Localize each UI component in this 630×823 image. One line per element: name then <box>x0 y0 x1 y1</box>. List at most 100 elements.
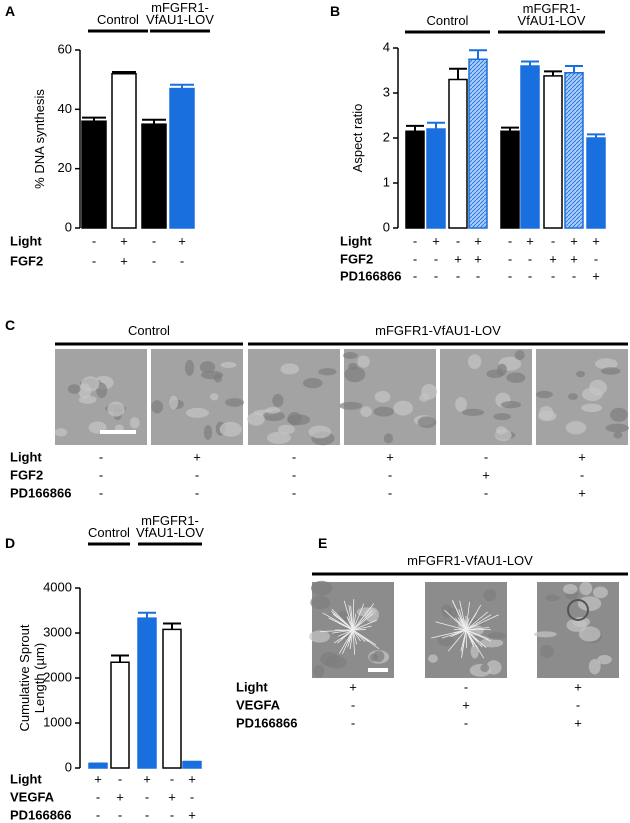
condition-mark: - <box>576 697 580 712</box>
cell <box>600 367 621 375</box>
condition-mark: - <box>580 467 584 482</box>
condition-mark: + <box>578 485 586 500</box>
condition-mark: - <box>96 807 100 822</box>
group-label: Control <box>97 12 139 27</box>
condition-mark: + <box>143 771 151 786</box>
y-tick-label: 1000 <box>43 714 72 729</box>
condition-name: PD166866 <box>10 807 71 822</box>
error-bar <box>587 133 605 138</box>
condition-mark: - <box>170 771 174 786</box>
condition-mark: + <box>474 233 482 248</box>
condition-mark: + <box>454 251 462 266</box>
condition-mark: - <box>434 251 438 266</box>
cell <box>357 355 370 368</box>
cell <box>383 433 394 444</box>
condition-mark: - <box>572 268 576 283</box>
cell <box>428 654 438 663</box>
cell <box>417 416 437 429</box>
sprout <box>343 600 354 631</box>
micrograph <box>54 349 147 445</box>
condition-mark: + <box>116 789 124 804</box>
cell <box>535 390 553 399</box>
panel-label: B <box>330 3 340 19</box>
sprout <box>347 617 354 631</box>
cell <box>421 384 437 400</box>
cell <box>169 395 179 410</box>
cell <box>185 407 209 418</box>
y-axis-label: Length (µm) <box>32 643 47 713</box>
condition-name: PD166866 <box>10 485 71 500</box>
cell <box>589 379 607 396</box>
sprout <box>435 621 467 631</box>
cell <box>486 660 502 675</box>
cell <box>539 644 554 658</box>
sprout <box>322 612 354 631</box>
condition-name: Light <box>10 233 42 248</box>
sprout <box>451 600 467 631</box>
group-label: VfAU1-LOV <box>146 12 214 27</box>
cell <box>151 400 163 414</box>
error-bar <box>565 65 583 73</box>
condition-mark: + <box>178 233 186 248</box>
y-tick-label: 3 <box>383 84 390 99</box>
cell <box>588 658 601 675</box>
y-tick-label: 4 <box>383 39 390 54</box>
condition-mark: - <box>528 268 532 283</box>
cell <box>467 354 482 370</box>
sprout <box>352 619 377 631</box>
sprout <box>352 610 373 631</box>
cell <box>107 401 125 417</box>
error-bar <box>112 70 136 74</box>
error-bar <box>521 60 539 66</box>
cell <box>343 352 358 359</box>
cell <box>480 664 490 673</box>
cell <box>225 398 244 407</box>
condition-mark: + <box>193 449 201 464</box>
cell <box>462 408 485 416</box>
condition-mark: - <box>92 253 96 268</box>
condition-mark: - <box>551 233 555 248</box>
condition-mark: - <box>464 715 468 730</box>
bar <box>405 130 425 229</box>
cell <box>486 369 504 379</box>
micrograph <box>533 581 619 678</box>
micrograph <box>247 349 340 446</box>
sprout <box>352 613 357 631</box>
cell <box>578 626 601 642</box>
condition-mark: - <box>180 253 184 268</box>
group-label: mFGFR1-VfAU1-LOV <box>375 323 501 338</box>
sprout <box>465 614 499 631</box>
error-bar <box>82 116 106 122</box>
bar <box>564 72 584 229</box>
bar <box>162 628 182 769</box>
y-tick-label: 0 <box>383 219 390 234</box>
y-tick-label: 4000 <box>43 579 72 594</box>
condition-mark: + <box>474 251 482 266</box>
cell <box>506 372 526 383</box>
group-label: Control <box>427 13 469 28</box>
condition-mark: - <box>118 807 122 822</box>
group-label: VfAU1-LOV <box>136 525 204 540</box>
cell <box>67 384 81 394</box>
condition-mark: + <box>386 449 394 464</box>
condition-mark: - <box>434 268 438 283</box>
condition-mark: - <box>118 771 122 786</box>
error-bar <box>427 121 445 129</box>
sprout <box>320 629 354 632</box>
cell <box>220 361 237 368</box>
condition-mark: - <box>594 251 598 266</box>
group-label: mFGFR1-VfAU1-LOV <box>407 553 533 568</box>
condition-name: FGF2 <box>340 251 373 266</box>
cell <box>184 359 195 376</box>
cell <box>219 421 242 437</box>
condition-name: PD166866 <box>340 268 401 283</box>
cell <box>200 370 224 380</box>
cell <box>565 421 587 435</box>
condition-mark: - <box>99 467 103 482</box>
cell <box>54 428 68 437</box>
group-label: Control <box>128 323 170 338</box>
y-tick-label: 0 <box>65 759 72 774</box>
cell <box>308 425 332 439</box>
cell <box>567 393 578 400</box>
sprout <box>339 629 354 654</box>
